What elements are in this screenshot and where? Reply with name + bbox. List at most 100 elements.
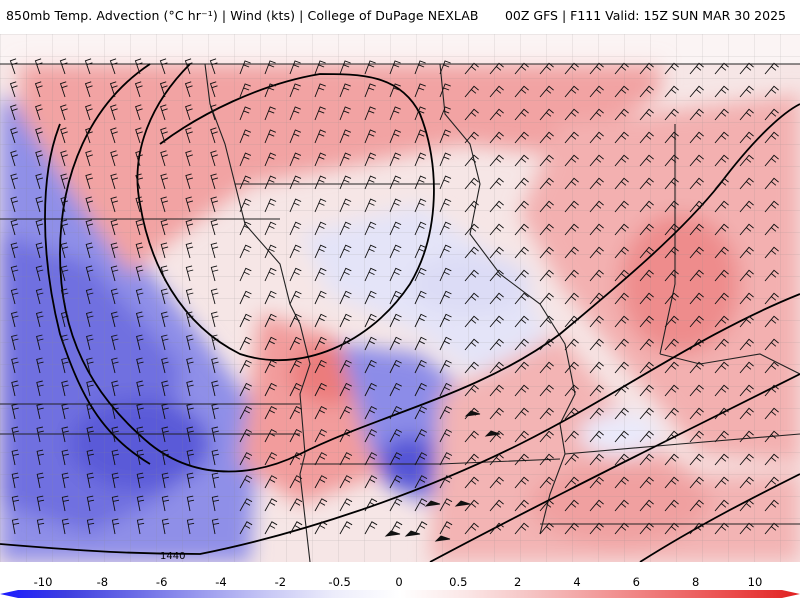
wind-barb (489, 407, 504, 420)
wind-barb (614, 476, 629, 489)
wind-barb (614, 85, 629, 98)
wind-barb (111, 495, 120, 512)
wind-barb (185, 265, 194, 282)
wind-barb (11, 380, 19, 397)
wind-barb (689, 177, 704, 190)
wind-barb (389, 267, 402, 282)
wind-barb (111, 518, 120, 535)
wind-barb (339, 244, 352, 259)
wind-barb (86, 334, 94, 351)
wind-barb (135, 265, 144, 282)
wind-barb (35, 150, 43, 167)
wind-barb (86, 403, 94, 420)
wind-barb (764, 315, 779, 328)
wind-barb (86, 518, 95, 535)
wind-barb (689, 154, 704, 167)
wind-barb (564, 223, 579, 236)
wind-barb (314, 290, 327, 305)
wind-barb (439, 290, 452, 305)
wind-barb (85, 196, 94, 213)
wind-barb (10, 104, 18, 121)
wind-barb (489, 522, 504, 535)
wind-barb (84, 58, 93, 75)
wind-barb (464, 131, 479, 144)
wind-barb (514, 430, 529, 443)
wind-barb (739, 292, 754, 305)
wind-barb (614, 292, 629, 305)
wind-barb (664, 361, 679, 374)
wind-barb (34, 81, 43, 98)
wind-barb (564, 430, 579, 443)
wind-barb (414, 382, 427, 397)
wind-barb (111, 449, 119, 466)
wind-barb (614, 62, 629, 75)
wind-barb (264, 405, 278, 420)
wind-barb (664, 200, 679, 213)
wind-barb (160, 127, 168, 144)
wind-barb (464, 108, 479, 121)
wind-barb (439, 106, 451, 121)
wind-barb (110, 219, 119, 236)
wind-barb (489, 384, 504, 397)
wind-barb (60, 173, 69, 190)
wind-barb (414, 290, 427, 305)
wind-barb (314, 129, 326, 144)
wind-barb (464, 246, 479, 259)
wind-barb (35, 196, 44, 213)
wind-barb (589, 131, 604, 144)
wind-barb (136, 334, 144, 351)
wind-barb (689, 108, 704, 121)
wind-barb (339, 521, 353, 535)
wind-barb (564, 269, 579, 282)
wind-barb-pennant (404, 530, 421, 537)
wind-barb (689, 292, 704, 305)
wind-barb (364, 106, 376, 121)
colorbar-tick-label: 6 (632, 575, 640, 589)
wind-barb (209, 58, 218, 75)
wind-barb (10, 127, 18, 144)
wind-barb (364, 405, 378, 420)
wind-barb (514, 131, 529, 144)
wind-barb (186, 357, 194, 374)
wind-barb (186, 518, 195, 535)
wind-barb (414, 129, 426, 144)
wind-barb (714, 223, 729, 236)
wind-barb (639, 108, 654, 121)
wind-barb (739, 338, 754, 351)
wind-barb (564, 522, 579, 535)
wind-barb (160, 265, 169, 282)
wind-barb (564, 476, 579, 489)
colorbar-tick-label: -0.5 (328, 575, 351, 589)
wind-barb (264, 198, 277, 213)
wind-barb (414, 106, 426, 121)
wind-barb (36, 518, 45, 535)
wind-barb (314, 359, 327, 374)
wind-barb (414, 521, 428, 535)
wind-barb (764, 154, 779, 167)
wind-barb (414, 175, 427, 190)
wind-barb (439, 521, 453, 535)
wind-barb (664, 269, 679, 282)
wind-barb (464, 315, 479, 328)
wind-barb (314, 452, 328, 466)
wind-barb (110, 288, 119, 305)
wind-barb (639, 499, 654, 512)
wind-barb (689, 430, 704, 443)
wind-barb (314, 60, 326, 75)
wind-barb (184, 58, 193, 75)
wind-barb (264, 106, 276, 121)
wind-barb (186, 334, 194, 351)
wind-barb (314, 428, 328, 443)
wind-barb (186, 449, 194, 466)
wind-barb (339, 428, 353, 443)
wind-barb (514, 338, 529, 351)
wind-barb (389, 336, 402, 351)
wind-barb (239, 152, 252, 167)
wind-barb (614, 246, 629, 259)
wind-barb (134, 81, 143, 98)
wind-barb (539, 338, 554, 351)
wind-barb (185, 104, 193, 121)
wind-barb (639, 154, 654, 167)
wind-barb (514, 177, 529, 190)
wind-barb (689, 131, 704, 144)
